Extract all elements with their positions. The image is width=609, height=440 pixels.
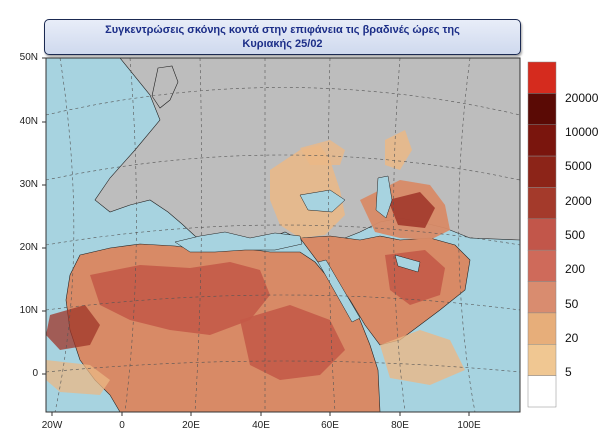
mediterranean-sea	[174, 231, 303, 253]
axis-ticks	[42, 57, 470, 416]
sahara-heavy-dust	[90, 262, 270, 335]
legend-swatch-7	[527, 281, 557, 314]
red-sea	[317, 259, 361, 323]
graticule	[46, 58, 520, 412]
legend-swatch-6	[527, 249, 557, 282]
far-east-light-dust	[300, 140, 345, 165]
europe-light-dust	[270, 145, 345, 238]
legend-colorbar	[527, 61, 557, 408]
title-line-1: Συγκεντρώσεις σκόνης κοντά στην επιφάνει…	[105, 24, 460, 36]
lat-label-40n: 40N	[19, 116, 38, 127]
legend-label-5: 5	[565, 365, 572, 379]
map-frame	[45, 57, 521, 413]
lon-label-40e: 40E	[252, 420, 270, 431]
lon-label-20w: 20W	[41, 420, 63, 431]
legend-label-20000: 20000	[565, 91, 599, 105]
black-sea	[299, 189, 346, 213]
persian-gulf	[394, 254, 421, 273]
legend-swatch-4	[527, 187, 557, 220]
lon-label-80e: 80E	[391, 420, 409, 431]
iran-heavy-dust	[388, 192, 435, 228]
legend-swatch-10	[527, 375, 557, 408]
caspian-sea	[375, 175, 393, 219]
legend-label-20: 20	[565, 331, 579, 345]
lat-label-20n: 20N	[19, 242, 38, 253]
lon-label-60e: 60E	[321, 420, 339, 431]
lon-label-20e: 20E	[182, 420, 200, 431]
british-isles	[151, 65, 179, 109]
legend-swatch-0	[527, 61, 557, 94]
indian-ocean-dust	[380, 330, 465, 385]
lat-label-10n: 10N	[19, 305, 38, 316]
legend-label-5000: 5000	[565, 159, 592, 173]
atlantic-dust	[46, 360, 110, 395]
lon-label-0: 0	[119, 420, 125, 431]
lat-label-30n: 30N	[19, 179, 38, 190]
westafrica-peak-dust	[46, 305, 100, 350]
lat-label-50n: 50N	[19, 52, 38, 63]
map-area	[46, 58, 520, 412]
lat-label-0: 0	[32, 368, 38, 379]
legend-swatch-2	[527, 124, 557, 157]
legend-label-200: 200	[565, 262, 586, 276]
legend-swatch-9	[527, 344, 557, 376]
map-title-box: Συγκεντρώσεις σκόνης κοντά στην επιφάνει…	[44, 19, 521, 55]
legend-label-50: 50	[565, 297, 579, 311]
legend-label-500: 500	[565, 228, 586, 242]
legend-swatch-3	[527, 155, 557, 188]
northeast-light-dust	[385, 130, 412, 170]
legend-label-10000: 10000	[565, 125, 599, 139]
central-africa-heavy-dust	[240, 305, 345, 380]
title-line-2: Κυριακής 25/02	[242, 38, 323, 50]
lon-label-100e: 100E	[457, 420, 481, 431]
legend-swatch-1	[527, 93, 557, 125]
legend-swatch-8	[527, 312, 557, 345]
legend-swatch-5	[527, 218, 557, 251]
legend-label-2000: 2000	[565, 194, 592, 208]
